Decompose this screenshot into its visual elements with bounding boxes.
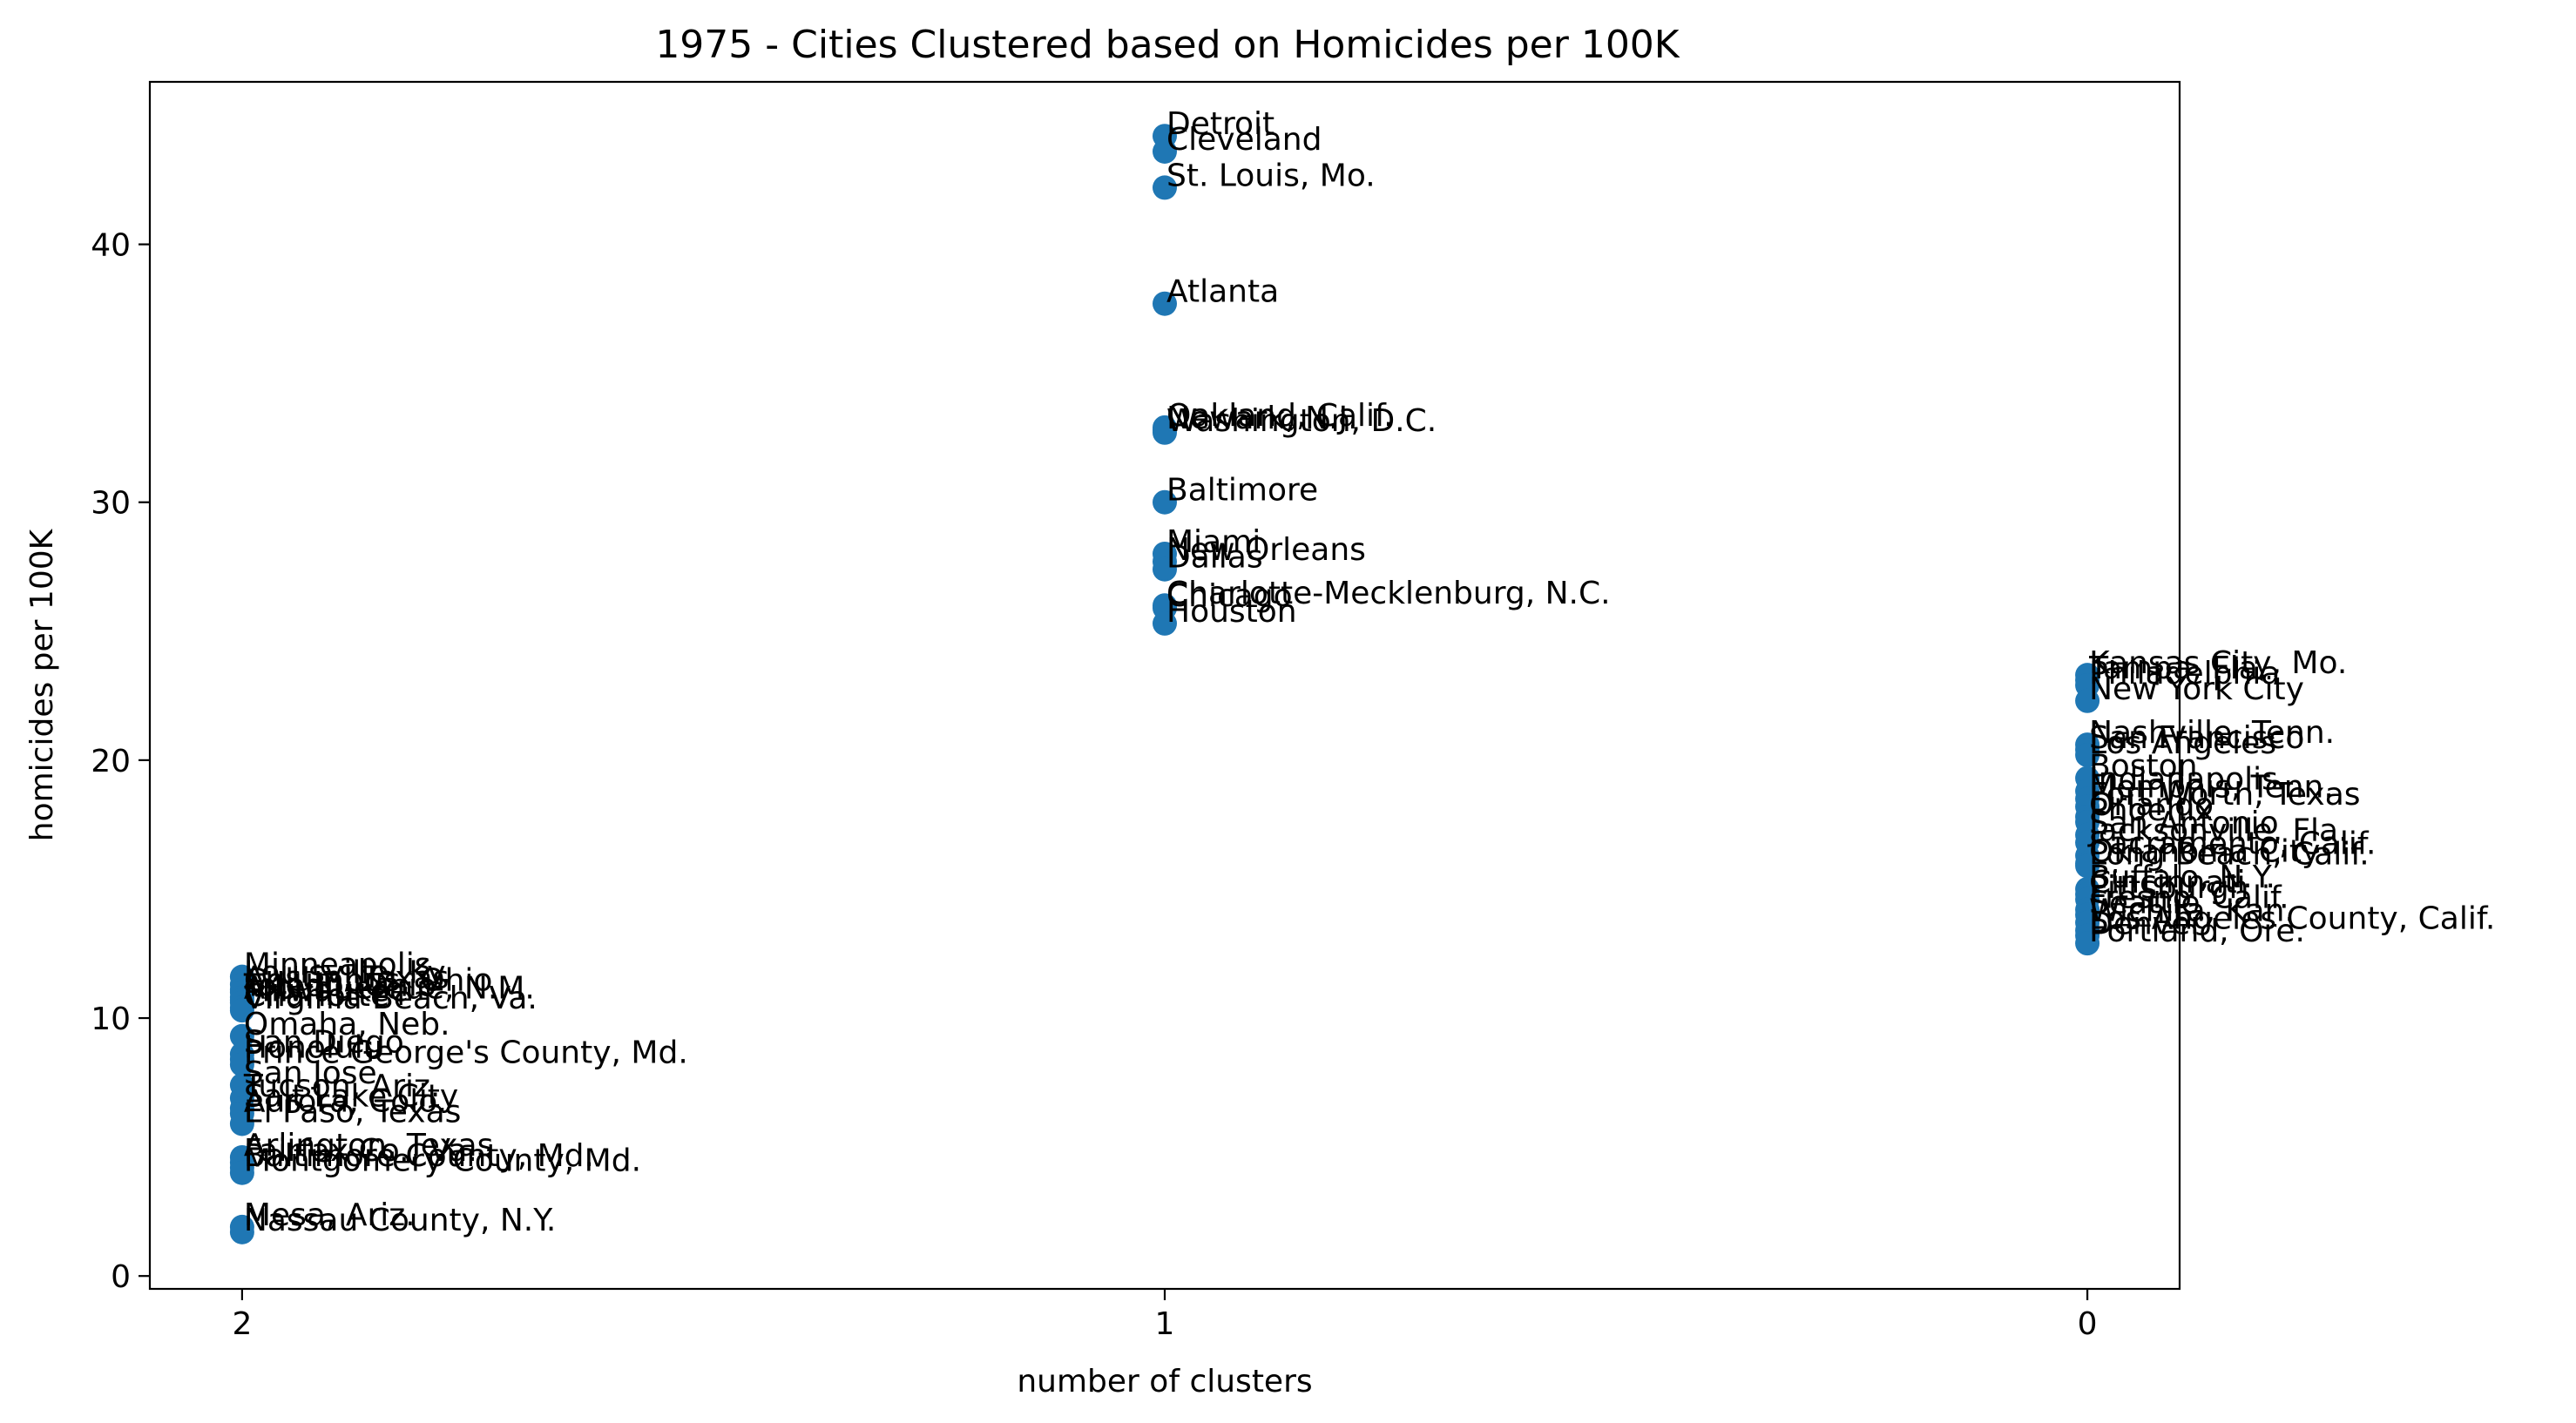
point-label: Portland, Ore.	[2089, 914, 2305, 949]
point-label: Tampa, Fla.	[2088, 651, 2268, 686]
point-label: Fairfax Co., Va.	[244, 1133, 477, 1169]
point-label: Toledo, Ohio	[243, 968, 436, 1003]
point-label: Phoenix	[2089, 792, 2214, 828]
point-label: Aurora, Colo.	[244, 1084, 447, 1120]
data-point	[1153, 420, 1177, 445]
point-label: Oklahoma City	[2089, 833, 2320, 869]
point-label: Detroit	[1166, 106, 1274, 142]
data-point	[1153, 291, 1177, 316]
point-label: San Diego	[244, 1025, 404, 1061]
point-label: Memphis, Tenn.	[2089, 769, 2334, 805]
data-point	[1153, 489, 1177, 515]
data-points	[229, 124, 2100, 1244]
point-label: Nashville, Tenn.	[2089, 715, 2335, 751]
y-tick-label: 10	[91, 1001, 131, 1037]
point-label: Virginia Beach, Va.	[244, 981, 538, 1016]
x-tick-label: 2	[232, 1306, 252, 1342]
point-label: Orlando	[2089, 787, 2214, 823]
point-label: Honolulu	[244, 1029, 383, 1065]
point-label: Wichita, Kan.	[2089, 893, 2295, 928]
data-point	[1153, 556, 1177, 582]
data-point	[2075, 931, 2100, 956]
point-label: El Paso, Texas	[244, 1094, 462, 1130]
x-axis-ticks: 2 1 0	[232, 1289, 2098, 1342]
data-point	[229, 1219, 254, 1244]
point-label: Baltimore	[1166, 473, 1318, 509]
point-label: Prince George's County, Md.	[244, 1035, 688, 1070]
point-label: Columbus, Ohio	[244, 962, 493, 998]
point-label: San Antonio	[2089, 806, 2279, 841]
point-label: Houston	[1166, 594, 1297, 630]
point-label: Los Angeles	[2089, 725, 2276, 761]
data-point	[229, 1023, 254, 1049]
point-label: Atlanta	[1166, 274, 1279, 310]
data-point	[2075, 853, 2100, 879]
point-label: New York City	[2089, 671, 2304, 707]
point-label: Charlotte-Mecklenburg, N.C.	[1166, 576, 1611, 611]
point-label: Indianapolis	[2089, 761, 2278, 797]
point-label: Philadelphia	[2089, 656, 2280, 691]
point-label: Salt Lake City	[244, 1079, 458, 1115]
point-label: Louisville, Ky.	[244, 955, 451, 991]
point-label: Albuquerque, N.M.	[244, 970, 535, 1006]
point-label: Newark, N.J.	[1166, 401, 1358, 436]
x-tick-label: 1	[1155, 1306, 1175, 1342]
point-label: Charlotte	[244, 978, 389, 1014]
y-tick-label: 20	[91, 744, 131, 779]
point-label: St. Louis, Mo.	[1166, 158, 1376, 193]
data-point	[1153, 610, 1177, 636]
point-label: Cleveland	[1166, 122, 1322, 158]
data-point	[1153, 138, 1177, 164]
point-label: Pittsburgh	[2089, 870, 2248, 906]
point-label: Washington, D.C.	[1166, 403, 1437, 439]
point-label: Los Angeles County, Calif.	[2089, 900, 2495, 936]
point-label: Baltimore County, Md.	[244, 1138, 594, 1174]
x-axis-label: number of clusters	[1017, 1364, 1312, 1399]
point-label: San Francisco	[2089, 720, 2304, 756]
point-label: Arlington, Texas	[244, 1128, 493, 1163]
point-label: Austin, Texas	[244, 960, 450, 995]
y-axis-ticks: 0 10 20 30 40	[91, 228, 150, 1295]
y-tick-label: 0	[111, 1259, 131, 1295]
point-label: Nassau County, N.Y.	[244, 1203, 556, 1238]
point-label: New Orleans	[1166, 532, 1366, 568]
point-label: Chicago	[1166, 578, 1293, 614]
point-label: Buffalo, N.Y.	[2089, 860, 2275, 895]
point-label: Seattle	[2089, 886, 2200, 921]
point-label: Sacramento, Calif.	[2089, 826, 2376, 861]
point-label: Omaha, Neb.	[244, 1007, 450, 1042]
point-label: Boston	[2089, 749, 2197, 785]
point-label: Montgomery County, Md.	[244, 1143, 641, 1179]
y-tick-label: 30	[91, 486, 131, 522]
y-axis-label: homicides per 100K	[24, 528, 60, 841]
data-point	[229, 1160, 254, 1185]
data-point	[2075, 688, 2100, 713]
point-label: Long Beach, Calif.	[2089, 836, 2370, 872]
point-label: Milwaukee	[244, 973, 409, 1008]
point-label: Fort Worth, Texas	[2089, 777, 2360, 813]
data-point	[2075, 742, 2100, 767]
point-label: San Jose	[244, 1055, 377, 1091]
data-point	[229, 1111, 254, 1136]
chart-title: 1975 - Cities Clustered based on Homicid…	[655, 23, 1680, 67]
point-label: Tucson, Ariz.	[243, 1069, 440, 1104]
point-label: Dallas	[1166, 540, 1263, 576]
point-label: Denver	[2089, 906, 2203, 941]
y-tick-label: 40	[91, 228, 131, 264]
data-point	[1153, 175, 1177, 200]
data-point	[229, 998, 254, 1023]
point-label: Minneapolis	[244, 948, 431, 983]
point-label: Kansas City, Mo.	[2089, 645, 2347, 681]
point-label: Miami	[1166, 524, 1261, 560]
data-point	[229, 1052, 254, 1077]
point-label: Cincinnati	[2089, 865, 2246, 900]
point-label: Mesa, Ariz.	[244, 1197, 416, 1233]
x-tick-label: 0	[2078, 1306, 2098, 1342]
point-label: Fresno, Calif.	[2089, 880, 2289, 916]
point-label: Jacksonville, Fla.	[2087, 813, 2348, 849]
point-label: Oakland, Calif.	[1166, 398, 1394, 434]
